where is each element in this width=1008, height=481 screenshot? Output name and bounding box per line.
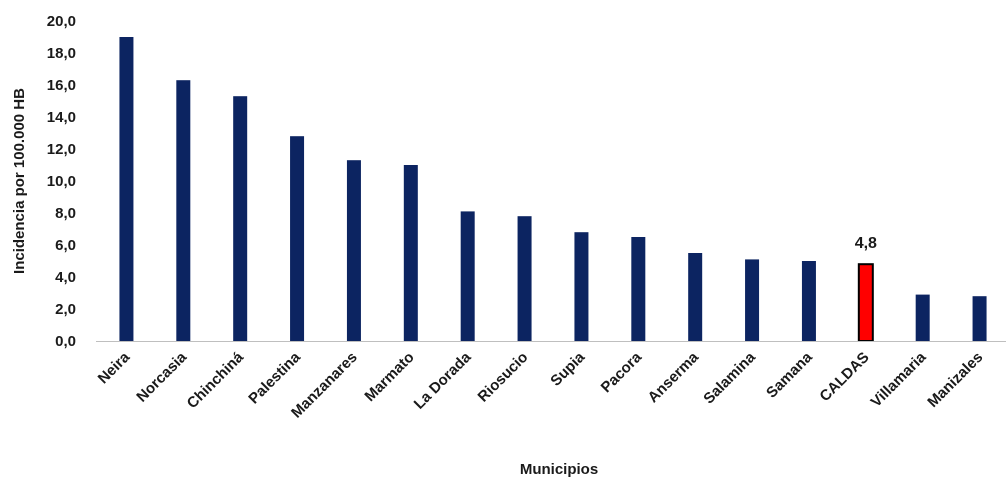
x-tick-label: Manizales xyxy=(924,349,986,411)
x-tick-label: Riosucio xyxy=(475,349,532,406)
bar xyxy=(972,296,987,341)
data-label: 4,8 xyxy=(855,235,877,252)
y-tick-label: 16,0 xyxy=(47,77,76,94)
x-tick-label: Norcasia xyxy=(133,348,190,405)
bar xyxy=(460,211,475,341)
bar xyxy=(688,253,703,341)
x-tick-label: Neira xyxy=(95,348,134,387)
bar xyxy=(346,160,361,341)
bar xyxy=(176,80,191,341)
y-tick-label: 4,0 xyxy=(55,269,76,286)
x-tick-label: Palestina xyxy=(245,348,304,407)
bar xyxy=(915,294,930,341)
x-tick-label: Anserma xyxy=(645,348,703,406)
y-tick-label: 14,0 xyxy=(47,109,76,126)
x-tick-label: CALDAS xyxy=(816,349,872,405)
x-tick-label: Samana xyxy=(763,348,816,401)
y-tick-label: 18,0 xyxy=(47,45,76,62)
bar xyxy=(403,165,418,341)
bar xyxy=(119,37,134,341)
x-tick-label: Marmato xyxy=(361,349,417,405)
bar-highlight xyxy=(857,263,874,343)
x-tick-label: Salamina xyxy=(700,348,759,407)
bar xyxy=(745,259,760,341)
y-tick-label: 0,0 xyxy=(55,333,76,350)
y-tick-label: 8,0 xyxy=(55,205,76,222)
x-tick-label: Villamaria xyxy=(868,348,930,410)
bar xyxy=(631,237,646,341)
y-tick-label: 6,0 xyxy=(55,237,76,254)
x-tick-label: Supia xyxy=(547,348,588,389)
bar xyxy=(574,232,589,341)
y-axis-title: Incidencia por 100.000 HB xyxy=(11,88,28,274)
y-tick-label: 2,0 xyxy=(55,301,76,318)
bar xyxy=(290,136,305,341)
bar xyxy=(801,261,816,341)
y-tick-label: 20,0 xyxy=(47,13,76,30)
x-axis-title: Municipios xyxy=(520,461,598,478)
x-tick-label: Chinchiná xyxy=(184,348,248,412)
bar xyxy=(517,216,532,341)
y-tick-label: 12,0 xyxy=(47,141,76,158)
bar xyxy=(233,96,248,341)
x-tick-label: La Dorada xyxy=(411,348,475,412)
y-tick-label: 10,0 xyxy=(47,173,76,190)
x-tick-label: Pacora xyxy=(598,348,646,396)
